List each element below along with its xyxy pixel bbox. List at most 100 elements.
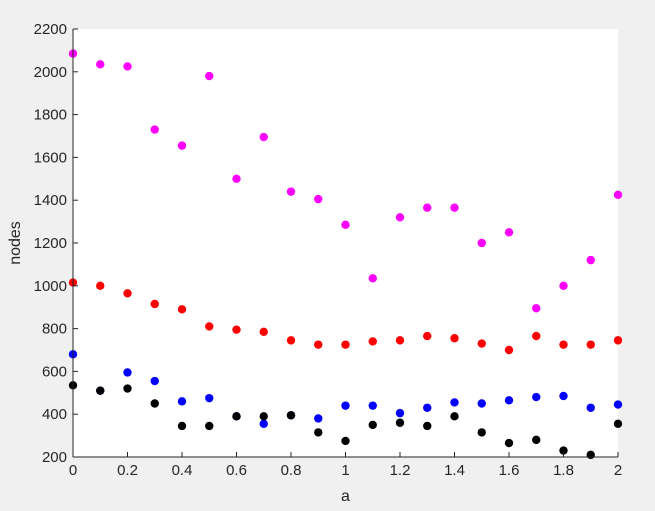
y-tick-label: 1600 [34,149,67,166]
x-tick-label: 0 [69,462,77,479]
data-point [450,412,459,421]
y-tick-label: 400 [42,406,67,423]
data-point [423,203,432,212]
y-tick-label: 2000 [34,64,67,81]
x-tick-label: 0.8 [281,462,302,479]
data-point [150,125,159,134]
data-point [395,336,405,345]
data-point [504,396,514,405]
data-point [504,228,514,237]
data-point [286,187,296,196]
x-tick-label: 0.2 [117,462,138,479]
data-point [259,327,268,337]
data-point [341,220,350,230]
data-point [368,420,377,430]
data-point [477,399,486,408]
series-1 [68,49,623,313]
data-point [150,376,159,386]
x-tick-label: 1.4 [444,462,465,479]
x-tick-label: 1.6 [499,462,520,479]
y-tick-label: 800 [42,321,67,338]
data-point [368,274,377,283]
data-point [205,322,214,331]
data-point [613,336,623,345]
data-point [613,400,623,409]
data-point [423,421,432,431]
data-point [96,60,105,69]
data-point [341,436,350,446]
data-point [205,71,214,81]
data-point [341,401,350,410]
tick-labels: 0 0.2 0.4 0.6 0.8 1 1.2 1.4 1.6 1.8 22004006008001… [34,21,623,479]
data-point [177,421,187,431]
data-point [450,334,459,343]
data-point [423,331,432,341]
data-point [286,411,296,420]
y-tick-label: 1800 [34,107,67,124]
data-point [395,213,405,222]
x-tick-label: 1.2 [390,462,411,479]
data-point [123,62,132,71]
data-point [259,419,268,429]
x-tick-label: 2 [614,462,622,479]
y-tick-label: 1000 [34,278,67,295]
data-point [559,340,568,349]
data-point [504,345,514,355]
data-point [586,340,595,349]
x-tick-label: 0.6 [226,462,247,479]
data-point [368,401,377,410]
data-point [232,325,241,334]
data-point [232,412,241,421]
data-point [314,194,323,204]
axes [72,28,619,458]
data-point [314,428,323,437]
data-point [613,190,623,200]
data-point [341,340,350,349]
y-tick-label: 600 [42,363,67,380]
data-point [96,281,105,290]
data-point [314,414,323,423]
data-point [314,340,323,349]
data-point [150,399,159,408]
data-point [177,397,187,406]
data-point [123,289,132,298]
x-tick-label: 0.4 [172,462,193,479]
data-point [532,435,541,445]
x-tick-label: 1 [341,462,349,479]
data-point [532,392,541,402]
data-point [504,438,514,448]
data-point [559,391,568,401]
data-point [123,368,132,377]
y-tick-label: 200 [42,449,67,466]
data-point [368,337,377,346]
data-point [477,238,486,248]
y-tick-label: 2200 [34,21,67,38]
data-point [586,450,595,460]
y-tick-label: 1400 [34,192,67,209]
data-point [286,336,296,345]
data-point [232,174,241,183]
data-point [259,132,268,142]
data-point [177,141,187,150]
data-point [477,428,486,437]
data-point [477,339,486,348]
plot-area [73,29,618,457]
data-point [205,393,214,403]
data-point [259,412,268,421]
data-point [613,419,623,429]
series-2 [68,278,623,355]
data-point [423,403,432,412]
data-point [559,446,568,455]
data-point [450,398,459,407]
y-tick-label: 1200 [34,235,67,252]
data-point [123,384,132,393]
data-point [395,418,405,427]
x-axis-label: a [341,488,350,505]
data-point [177,305,187,314]
x-tick-label: 1.8 [553,462,574,479]
data-point [205,421,214,431]
data-point [586,255,595,265]
data-point [559,281,568,290]
